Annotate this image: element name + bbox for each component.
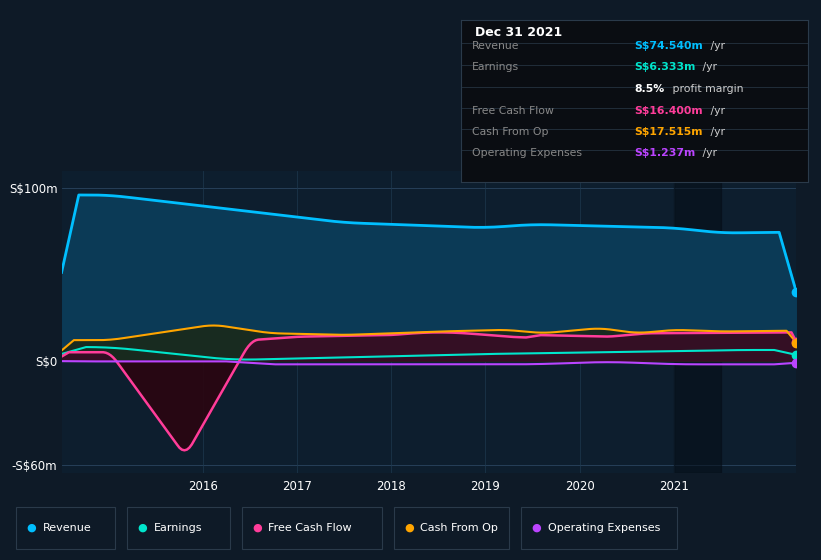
Text: Free Cash Flow: Free Cash Flow [268,523,352,533]
Bar [674,171,721,473]
Text: Operating Expenses: Operating Expenses [548,523,660,533]
Text: ●: ● [531,523,541,533]
Text: Earnings: Earnings [472,62,519,72]
Text: S$1.237m: S$1.237m [635,148,696,158]
Text: /yr: /yr [707,127,725,137]
Text: ●: ● [404,523,414,533]
Text: Revenue: Revenue [43,523,91,533]
Text: /yr: /yr [699,148,717,158]
Text: Operating Expenses: Operating Expenses [472,148,582,158]
Text: ●: ● [252,523,262,533]
Text: Dec 31 2021: Dec 31 2021 [475,26,562,39]
Text: Cash From Op: Cash From Op [420,523,498,533]
Text: S$74.540m: S$74.540m [635,40,704,50]
Text: S$17.515m: S$17.515m [635,127,703,137]
Text: profit margin: profit margin [668,83,743,94]
Text: ●: ● [26,523,36,533]
Text: /yr: /yr [707,40,725,50]
Text: Earnings: Earnings [154,523,202,533]
Text: /yr: /yr [699,62,717,72]
Text: ●: ● [137,523,147,533]
Text: Cash From Op: Cash From Op [472,127,548,137]
Text: /yr: /yr [707,105,725,115]
Text: S$6.333m: S$6.333m [635,62,696,72]
Text: S$16.400m: S$16.400m [635,105,704,115]
Text: 8.5%: 8.5% [635,83,665,94]
Text: Revenue: Revenue [472,40,520,50]
Text: Free Cash Flow: Free Cash Flow [472,105,553,115]
